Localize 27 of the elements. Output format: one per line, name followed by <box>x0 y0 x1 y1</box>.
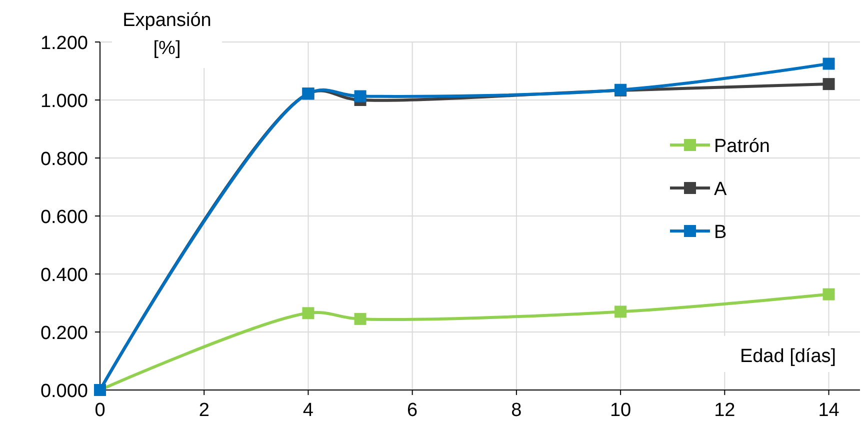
x-axis-title: Edad [días] <box>740 346 836 367</box>
y-tick-label: 0.600 <box>40 207 88 228</box>
point <box>354 90 366 102</box>
x-tick-label: 12 <box>714 400 736 421</box>
point <box>822 58 835 70</box>
x-tick-label: 14 <box>818 400 840 421</box>
legend-label: B <box>714 222 727 243</box>
x-tick-label: 10 <box>610 400 632 421</box>
point <box>302 307 314 320</box>
y-tick-label: 0.800 <box>40 149 88 170</box>
legend-label: A <box>714 179 727 200</box>
point <box>822 288 835 300</box>
point <box>614 306 627 318</box>
x-tick-label: 0 <box>94 400 106 421</box>
point <box>354 312 366 325</box>
y-tick-label: 0.000 <box>40 381 88 402</box>
x-tick-label: 4 <box>302 400 314 421</box>
y-tick-label: 1.000 <box>40 91 88 112</box>
legend-label: Patrón <box>714 136 770 157</box>
y-tick-label: 0.200 <box>40 323 88 344</box>
x-tick-label: 8 <box>511 400 522 421</box>
x-tick-label: 2 <box>198 400 210 421</box>
x-tick-label: 6 <box>407 400 418 421</box>
point <box>822 78 835 90</box>
y-tick-label: 0.400 <box>40 265 88 286</box>
y-tick-label: 1.200 <box>40 33 88 54</box>
y-axis-title: Expansión [%] <box>122 10 212 59</box>
